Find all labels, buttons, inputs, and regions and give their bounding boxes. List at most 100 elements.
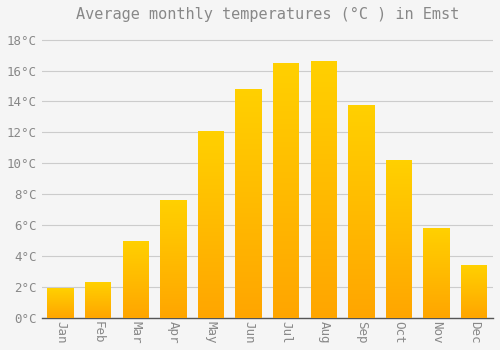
- Bar: [122, 246, 149, 247]
- Bar: [198, 149, 224, 152]
- Bar: [424, 287, 450, 288]
- Bar: [273, 180, 299, 183]
- Bar: [348, 230, 374, 232]
- Bar: [236, 167, 262, 169]
- Bar: [273, 315, 299, 318]
- Bar: [85, 301, 112, 302]
- Bar: [160, 306, 186, 307]
- Bar: [160, 302, 186, 304]
- Bar: [310, 118, 337, 120]
- Bar: [310, 200, 337, 202]
- Bar: [273, 195, 299, 198]
- Bar: [310, 64, 337, 66]
- Bar: [273, 313, 299, 315]
- Bar: [236, 135, 262, 137]
- Bar: [348, 207, 374, 209]
- Bar: [424, 292, 450, 293]
- Bar: [122, 295, 149, 296]
- Bar: [198, 239, 224, 241]
- Bar: [386, 173, 412, 174]
- Bar: [198, 181, 224, 183]
- Bar: [310, 279, 337, 282]
- Bar: [424, 299, 450, 300]
- Bar: [310, 269, 337, 272]
- Bar: [160, 258, 186, 259]
- Bar: [273, 170, 299, 173]
- Bar: [348, 286, 374, 288]
- Bar: [386, 288, 412, 289]
- Bar: [424, 304, 450, 305]
- Bar: [236, 233, 262, 236]
- Bar: [122, 284, 149, 285]
- Bar: [348, 312, 374, 314]
- Bar: [461, 291, 487, 292]
- Bar: [348, 220, 374, 222]
- Bar: [310, 241, 337, 243]
- Bar: [160, 271, 186, 272]
- Bar: [160, 223, 186, 224]
- Bar: [236, 89, 262, 91]
- Bar: [386, 203, 412, 204]
- Bar: [461, 290, 487, 291]
- Bar: [424, 252, 450, 253]
- Bar: [198, 262, 224, 264]
- Bar: [461, 313, 487, 314]
- Bar: [122, 247, 149, 248]
- Bar: [273, 231, 299, 234]
- Bar: [273, 183, 299, 185]
- Bar: [424, 260, 450, 261]
- Bar: [348, 222, 374, 224]
- Bar: [198, 236, 224, 237]
- Bar: [198, 200, 224, 202]
- Bar: [348, 139, 374, 141]
- Bar: [236, 302, 262, 304]
- Bar: [160, 300, 186, 301]
- Bar: [386, 209, 412, 211]
- Bar: [273, 213, 299, 216]
- Bar: [310, 144, 337, 146]
- Bar: [122, 279, 149, 280]
- Bar: [424, 262, 450, 263]
- Bar: [386, 277, 412, 278]
- Bar: [348, 275, 374, 277]
- Bar: [122, 252, 149, 253]
- Bar: [386, 239, 412, 240]
- Bar: [424, 254, 450, 255]
- Bar: [198, 217, 224, 219]
- Bar: [160, 206, 186, 208]
- Bar: [273, 160, 299, 162]
- Bar: [122, 281, 149, 282]
- Bar: [461, 285, 487, 286]
- Bar: [310, 289, 337, 292]
- Bar: [424, 248, 450, 249]
- Bar: [386, 291, 412, 293]
- Bar: [236, 176, 262, 178]
- Bar: [122, 262, 149, 263]
- Bar: [85, 284, 112, 285]
- Bar: [160, 287, 186, 288]
- Bar: [122, 298, 149, 299]
- Bar: [348, 269, 374, 271]
- Bar: [236, 238, 262, 240]
- Bar: [198, 256, 224, 258]
- Bar: [348, 124, 374, 126]
- Bar: [461, 283, 487, 284]
- Bar: [236, 178, 262, 181]
- Bar: [198, 196, 224, 198]
- Bar: [273, 73, 299, 76]
- Bar: [310, 177, 337, 179]
- Bar: [424, 251, 450, 252]
- Bar: [198, 312, 224, 314]
- Bar: [273, 218, 299, 221]
- Bar: [198, 223, 224, 224]
- Bar: [198, 295, 224, 297]
- Bar: [386, 208, 412, 209]
- Bar: [348, 258, 374, 260]
- Bar: [85, 308, 112, 309]
- Bar: [386, 283, 412, 285]
- Bar: [85, 289, 112, 290]
- Bar: [386, 312, 412, 313]
- Bar: [160, 211, 186, 212]
- Bar: [386, 179, 412, 181]
- Bar: [160, 264, 186, 265]
